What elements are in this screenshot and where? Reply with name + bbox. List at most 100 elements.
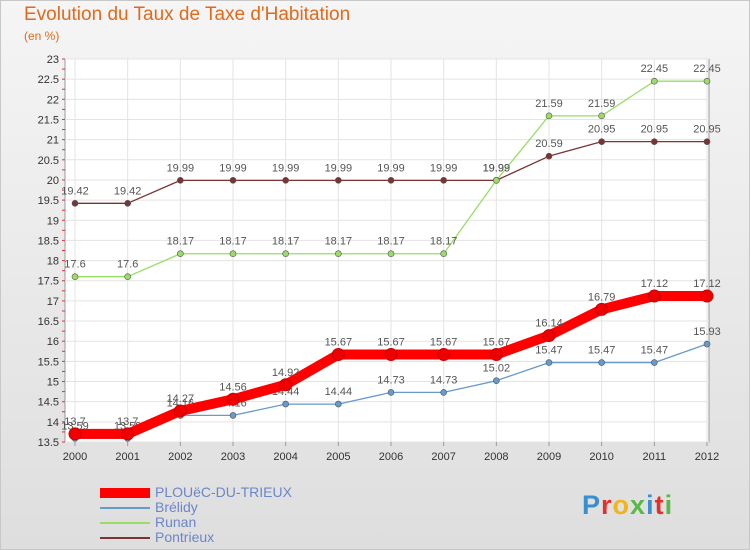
x-tick-label: 2000 <box>63 451 87 463</box>
data-point <box>545 152 553 160</box>
data-label: 19.42 <box>61 185 89 197</box>
data-point <box>598 359 605 366</box>
data-label: 18.17 <box>219 236 247 248</box>
legend-swatch <box>100 521 150 524</box>
y-tick-label: 23 <box>47 54 59 66</box>
data-point <box>542 329 556 343</box>
y-tick-label: 14.5 <box>38 397 59 409</box>
legend-item: Pontrieux <box>100 530 292 545</box>
data-label: 14.27 <box>167 393 195 405</box>
data-label: 19.99 <box>377 162 405 174</box>
data-point <box>647 289 661 303</box>
data-point <box>545 359 553 366</box>
data-label: 18.17 <box>430 236 458 248</box>
data-point <box>331 348 345 362</box>
x-tick-label: 2012 <box>695 451 719 463</box>
data-point <box>71 273 79 281</box>
x-tick-label: 2009 <box>537 451 561 463</box>
y-tick-label: 22.5 <box>38 74 59 86</box>
data-label: 20.95 <box>641 124 669 136</box>
legend-label: PLOUëC-DU-TRIEUX <box>155 484 292 500</box>
data-point <box>229 177 237 184</box>
x-tick-label: 2008 <box>484 451 508 463</box>
data-point <box>703 138 711 145</box>
data-label: 19.99 <box>325 162 353 174</box>
data-label: 14.73 <box>377 374 405 386</box>
data-point <box>173 404 187 418</box>
data-point <box>124 200 131 207</box>
legend-item: Brélidy <box>100 500 292 515</box>
y-tick-label: 20.5 <box>38 155 59 167</box>
data-point <box>651 359 658 366</box>
data-point <box>437 348 451 362</box>
data-point <box>493 177 500 184</box>
x-tick-label: 2002 <box>168 451 192 463</box>
data-label: 15.93 <box>693 326 721 338</box>
data-label: 15.02 <box>483 363 511 375</box>
data-label: 20.95 <box>693 124 721 136</box>
y-tick-label: 21 <box>47 135 59 147</box>
data-point <box>68 427 82 441</box>
x-tick-label: 2003 <box>221 451 245 463</box>
chart-title: Evolution du Taux de Taxe d'Habitation <box>24 4 351 25</box>
data-label: 19.99 <box>272 162 300 174</box>
data-label: 21.59 <box>588 98 616 110</box>
data-label: 19.42 <box>114 185 142 197</box>
legend: PLOUëC-DU-TRIEUX Brélidy Runan Pontrieux <box>100 485 292 545</box>
data-label: 15.67 <box>377 337 405 349</box>
data-label: 15.47 <box>535 345 563 357</box>
y-tick-label: 13.5 <box>38 437 59 449</box>
data-point <box>387 177 395 184</box>
legend-label: Runan <box>155 514 197 530</box>
chart-unit: (en %) <box>24 29 60 43</box>
legend-label: Pontrieux <box>155 529 215 545</box>
data-label: 21.59 <box>535 98 563 110</box>
x-tick-label: 2010 <box>589 451 613 463</box>
legend-swatch <box>100 506 150 509</box>
data-point <box>440 389 447 396</box>
legend-item: PLOUëC-DU-TRIEUX <box>100 485 292 500</box>
data-point <box>440 250 447 258</box>
legend-label: Brélidy <box>155 499 198 515</box>
data-label: 14.73 <box>430 374 458 386</box>
data-point <box>177 250 184 258</box>
data-label: 17.12 <box>641 278 669 290</box>
data-label: 20.59 <box>535 138 563 150</box>
y-tick-label: 17 <box>47 296 59 308</box>
data-point <box>229 250 237 258</box>
data-label: 19.99 <box>167 162 195 174</box>
legend-swatch <box>100 487 150 498</box>
data-label: 17.6 <box>64 259 85 271</box>
data-point <box>387 389 395 396</box>
data-point <box>229 412 237 419</box>
data-label: 15.67 <box>430 337 458 349</box>
y-tick-label: 14 <box>47 417 59 429</box>
x-tick-label: 2005 <box>326 451 350 463</box>
data-point <box>124 273 131 281</box>
y-tick-label: 20 <box>47 175 59 187</box>
data-label: 13.7 <box>64 416 85 428</box>
data-label: 14.92 <box>272 367 300 379</box>
data-point <box>177 177 184 184</box>
data-label: 15.67 <box>325 337 353 349</box>
data-point <box>279 378 293 392</box>
data-label: 17.12 <box>693 278 721 290</box>
x-tick-label: 2007 <box>431 451 455 463</box>
data-point <box>387 250 395 258</box>
legend-swatch <box>100 536 150 539</box>
y-tick-label: 22 <box>47 94 59 106</box>
x-tick-label: 2006 <box>379 451 403 463</box>
data-point <box>598 112 605 120</box>
data-label: 17.6 <box>117 259 138 271</box>
y-tick-label: 16 <box>47 336 59 348</box>
data-point <box>71 200 79 207</box>
data-label: 19.99 <box>430 162 458 174</box>
data-label: 15.67 <box>483 337 511 349</box>
data-point <box>545 112 553 120</box>
data-point <box>335 250 342 258</box>
data-point <box>651 138 658 145</box>
data-point <box>595 302 609 316</box>
data-point <box>282 400 289 408</box>
data-label: 18.17 <box>272 236 300 248</box>
